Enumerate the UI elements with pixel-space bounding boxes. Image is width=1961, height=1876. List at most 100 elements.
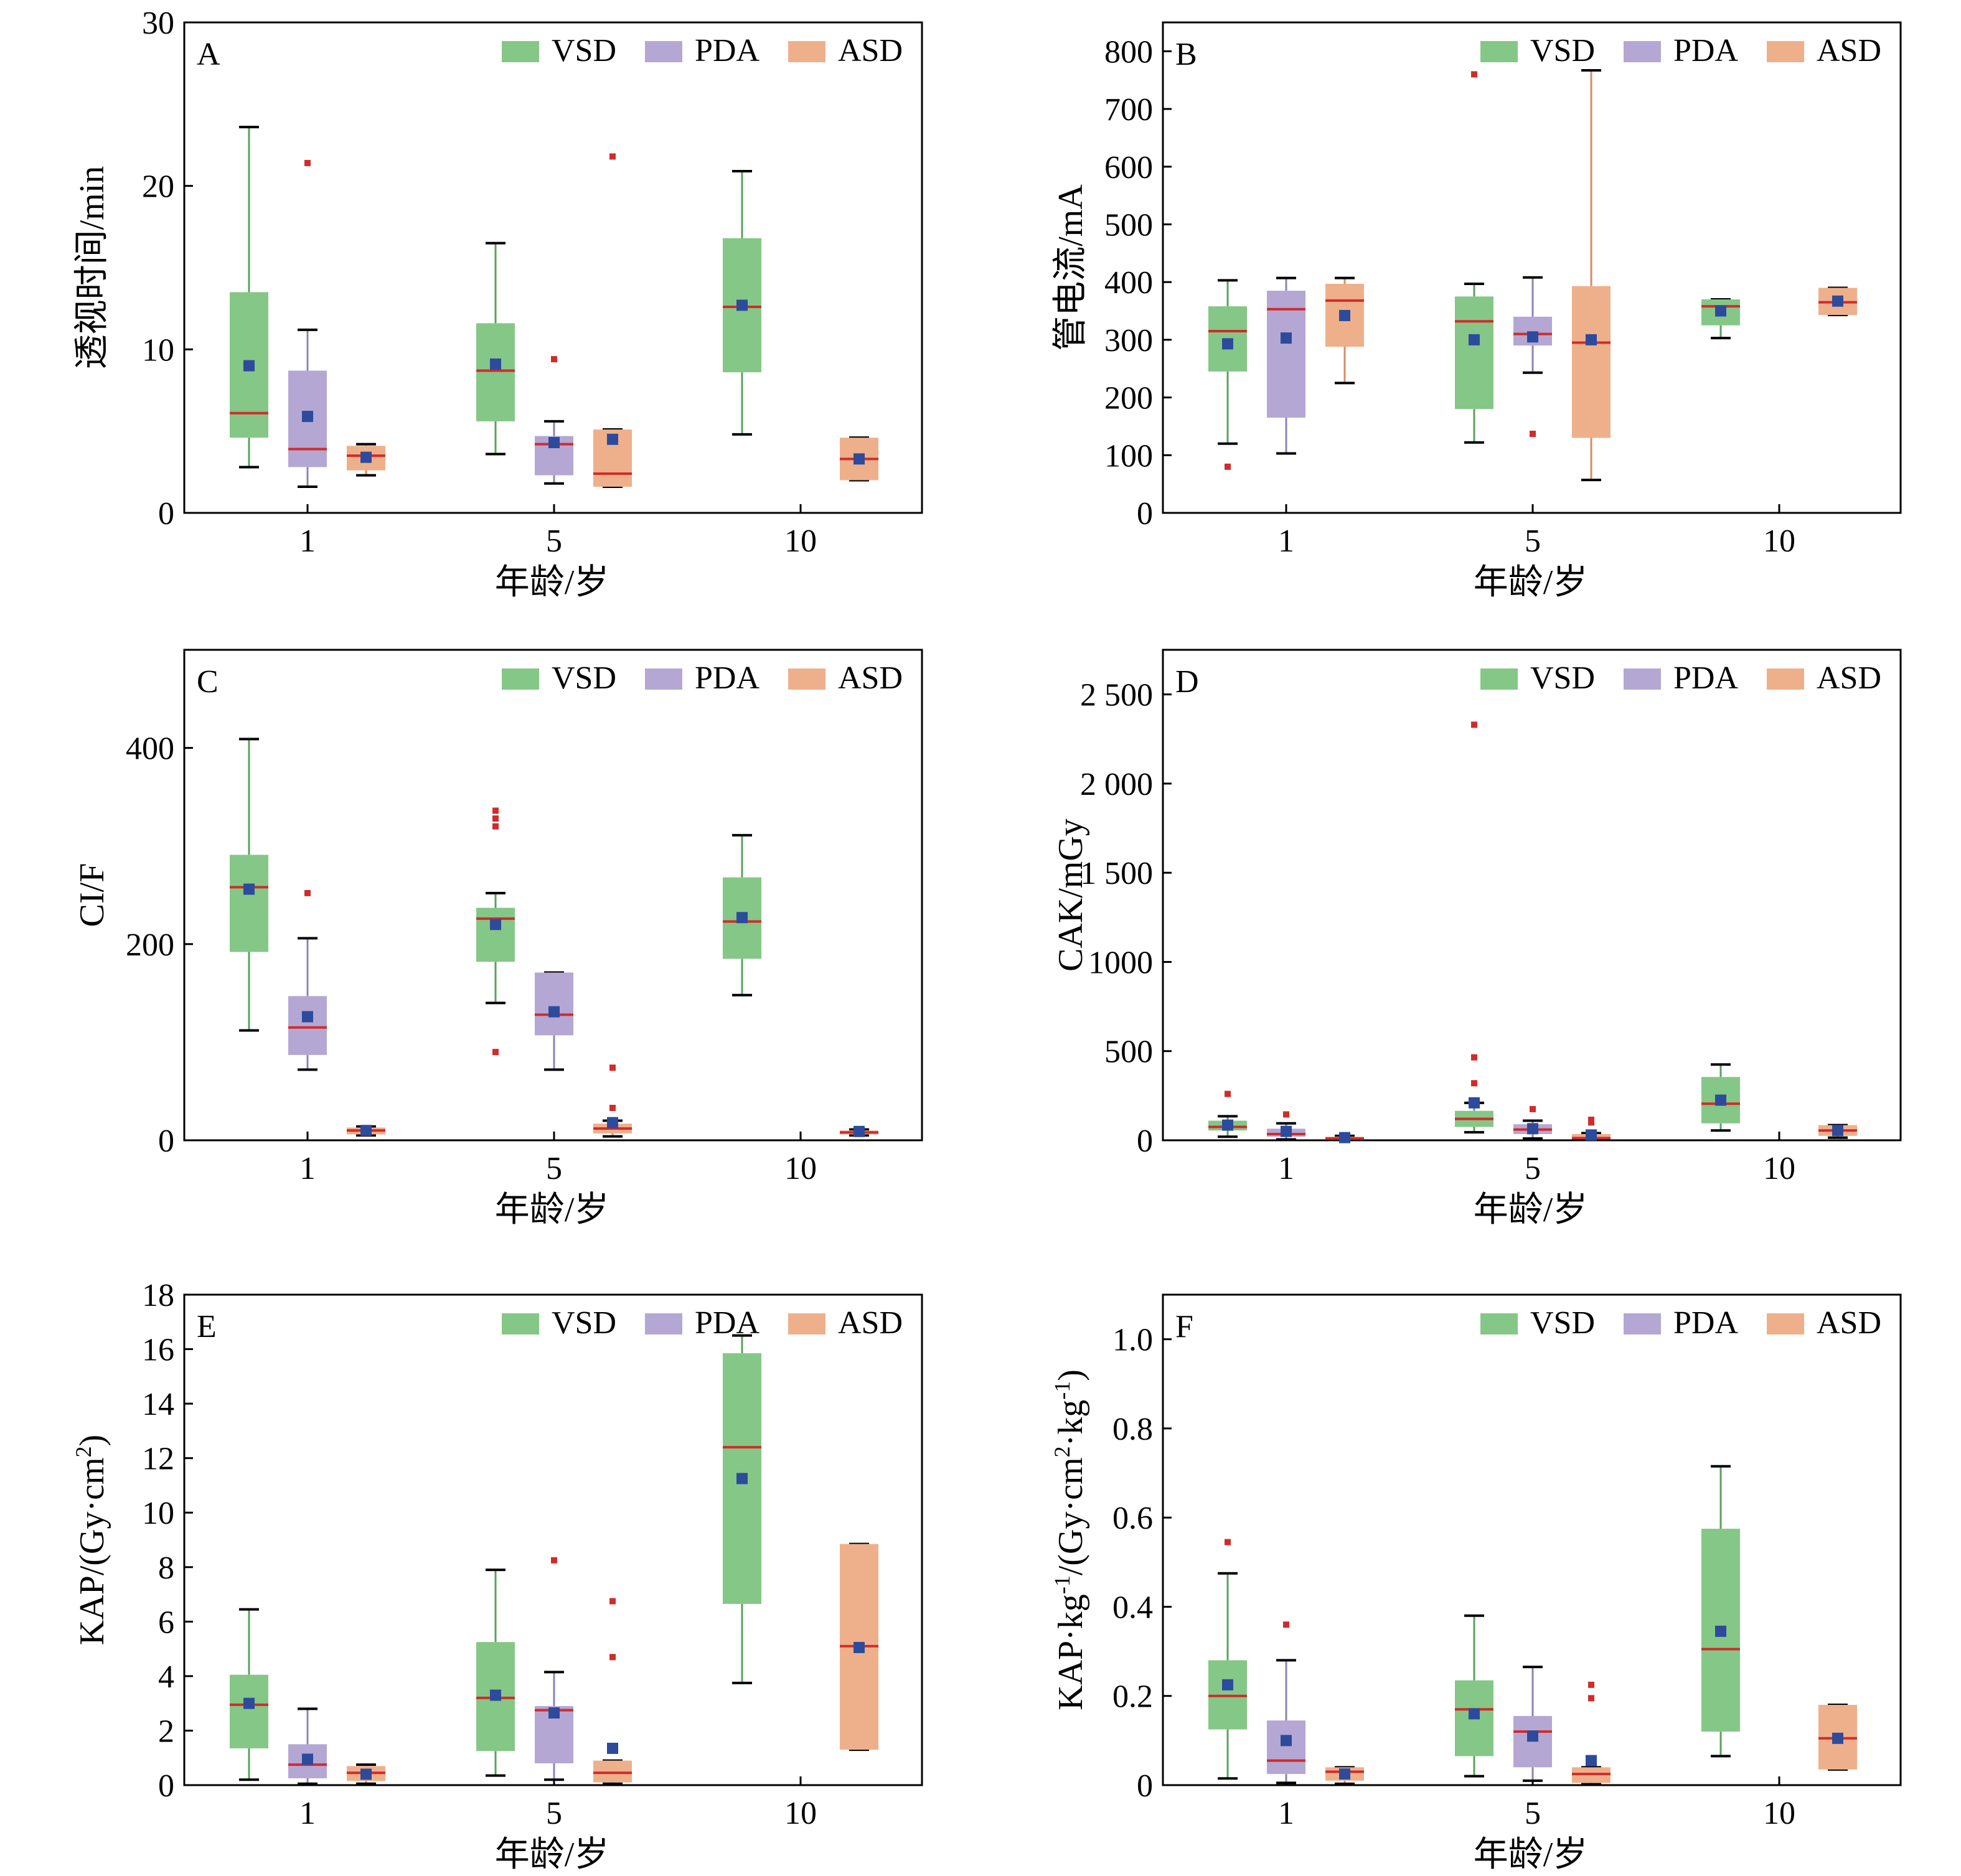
legend-swatch-pda	[645, 41, 682, 62]
legend-label-vsd: VSD	[1530, 1305, 1595, 1341]
panel-e-ylabel-part: 2	[71, 1446, 96, 1457]
panel-d-asd-5-mean	[1586, 1129, 1597, 1141]
panel-f-ylabel-part: /(Gy·cm	[1051, 1457, 1090, 1575]
panel-f-vsd-5-box	[1455, 1614, 1493, 1778]
panel-a-letter: A	[197, 37, 220, 72]
legend-label-vsd: VSD	[1530, 33, 1595, 68]
panel-b-ytick-label: 0	[1137, 496, 1153, 532]
panel-a: A 0 10 20 30 1 5 10 年龄/岁 透视时间/min VSD PDA ASD	[73, 6, 923, 602]
panel-d-pda-1-mean	[1281, 1125, 1292, 1137]
panel-c-vsd-5-outlier	[492, 823, 499, 830]
panel-c-vsd-5-outlier	[492, 815, 499, 822]
panel-d-pda-5-mean	[1527, 1123, 1538, 1135]
panel-c-vsd-10-box	[723, 833, 761, 997]
panel-d-vsd-5-mean	[1469, 1097, 1480, 1109]
panel-b-asd-5-box	[1572, 68, 1611, 482]
legend-label-vsd: VSD	[552, 1305, 616, 1341]
panel-c-pda-1-iqr	[288, 996, 327, 1055]
panel-d-vsd-5-outlier	[1471, 1080, 1477, 1087]
panel-f-pda-5-box	[1513, 1666, 1552, 1782]
panel-b-ytick-label: 100	[1104, 438, 1153, 474]
panel-a-vsd-5-iqr	[476, 323, 515, 421]
panel-d-asd-1-box	[1325, 1132, 1364, 1143]
panel-b-vsd-1-mean	[1222, 338, 1233, 350]
panel-b-frame	[1162, 21, 1902, 514]
panel-d-letter: D	[1175, 664, 1199, 700]
legend-swatch-asd	[788, 41, 825, 62]
panel-e-asd-1-box	[347, 1763, 385, 1785]
panel-a-vsd-10-mean	[736, 299, 748, 311]
panel-f-pda-5-mean	[1527, 1730, 1538, 1742]
panel-d-xtick-label: 1	[1278, 1151, 1294, 1186]
panel-d-pda-1-outlier	[1283, 1111, 1289, 1118]
panel-f-ylabel-part: -1	[1050, 1575, 1075, 1594]
panel-f-asd-10-mean	[1832, 1732, 1843, 1744]
panel-c-asd-5-outlier	[609, 1104, 616, 1111]
panel-d-xtick-label: 5	[1525, 1151, 1541, 1186]
panel-a-xtick-label: 5	[546, 523, 562, 559]
panel-a-ytick-label: 30	[142, 6, 174, 41]
panel-b-asd-5-iqr	[1572, 286, 1611, 438]
panel-e-letter: E	[197, 1309, 217, 1344]
panel-b-ytick-label: 500	[1104, 207, 1153, 243]
legend-swatch-pda	[1624, 1313, 1661, 1334]
panel-e-ylabel-part: )	[73, 1435, 111, 1447]
panel-c-pda-5-box	[535, 971, 573, 1071]
legend-swatch-asd	[1767, 41, 1804, 62]
panel-f-asd-10-box	[1818, 1704, 1857, 1771]
panel-e-pda-5-outlier	[551, 1557, 557, 1564]
legend-swatch-pda	[645, 1313, 682, 1334]
panel-b-ytick-label: 700	[1104, 92, 1153, 128]
panel-f-ytick-label: 0.6	[1112, 1501, 1153, 1536]
panel-f-pda-1-iqr	[1267, 1720, 1305, 1775]
panel-e-ytick-label: 2	[158, 1714, 174, 1749]
panel-f-vsd-5-mean	[1469, 1708, 1480, 1720]
panel-a-ytick-label: 0	[158, 496, 174, 532]
legend-label-pda: PDA	[1673, 660, 1738, 696]
panel-d-xlabel: 年龄/岁	[1474, 1191, 1588, 1229]
panel-e-ytick-label: 8	[158, 1550, 174, 1586]
panel-a-vsd-1-mean	[243, 360, 255, 372]
panel-c-vsd-5-outlier	[492, 807, 499, 814]
panel-c: C 0 200 400 1 5 10 年龄/岁 CI/F VSD PDA ASD	[73, 649, 923, 1229]
panel-b-xtick-label: 5	[1525, 523, 1541, 559]
panel-a-ytick-label: 20	[142, 169, 174, 205]
panel-c-vsd-5-iqr	[476, 908, 515, 962]
panel-f-asd-5-box	[1572, 1681, 1611, 1786]
panel-b-ytick-label: 600	[1104, 150, 1153, 185]
panel-d-xtick-label: 10	[1763, 1151, 1795, 1186]
panel-b-pda-1-box	[1267, 276, 1305, 455]
panel-a-asd-1-mean	[360, 451, 372, 463]
panel-a-asd-10-box	[840, 436, 878, 482]
panel-f-ylabel-part: 2	[1050, 1446, 1075, 1457]
panel-f-ylabel-part: ·kg	[1051, 1400, 1090, 1447]
panel-e-xtick-label: 5	[546, 1796, 562, 1831]
panel-f-xlabel: 年龄/岁	[1474, 1836, 1588, 1874]
legend-swatch-asd	[1767, 1313, 1804, 1334]
panel-f-ytick-label: 0	[1137, 1768, 1153, 1804]
panel-f-asd-5-mean	[1586, 1755, 1597, 1766]
legend-swatch-vsd	[502, 1313, 539, 1334]
panel-e-vsd-1-box	[230, 1608, 268, 1781]
panel-e-vsd-10-box	[723, 1334, 761, 1684]
panel-d-vsd-10-box	[1701, 1063, 1740, 1132]
panel-e-ytick-label: 6	[158, 1605, 174, 1640]
panel-e-ytick-label: 4	[158, 1659, 174, 1695]
panel-f-pda-1-outlier	[1283, 1621, 1289, 1628]
panel-d-pda-5-outlier	[1530, 1105, 1536, 1112]
panel-c-pda-1-box	[288, 889, 327, 1071]
panel-c-vsd-5-outlier	[492, 1049, 499, 1056]
panel-c-pda-5-iqr	[535, 972, 573, 1036]
panel-b-xtick-label: 10	[1763, 523, 1795, 559]
panel-e-vsd-5-box	[476, 1569, 515, 1777]
panel-b-asd-5-mean	[1586, 334, 1597, 345]
panel-d: D 0 500 1000 1 500 2 000 2 500 1 5 10 年龄/岁 CAK/mGy V…	[1051, 649, 1902, 1229]
panel-d-ytick-label: 500	[1104, 1034, 1153, 1070]
panel-d-asd-5-outlier	[1588, 1117, 1594, 1123]
panel-f-ytick-label: 0.4	[1112, 1590, 1153, 1625]
panel-c-ytick-label: 200	[126, 927, 174, 963]
panel-a-xlabel: 年龄/岁	[495, 563, 609, 602]
panel-c-vsd-10-mean	[736, 912, 748, 924]
panel-d-vsd-5-outlier	[1471, 721, 1477, 728]
